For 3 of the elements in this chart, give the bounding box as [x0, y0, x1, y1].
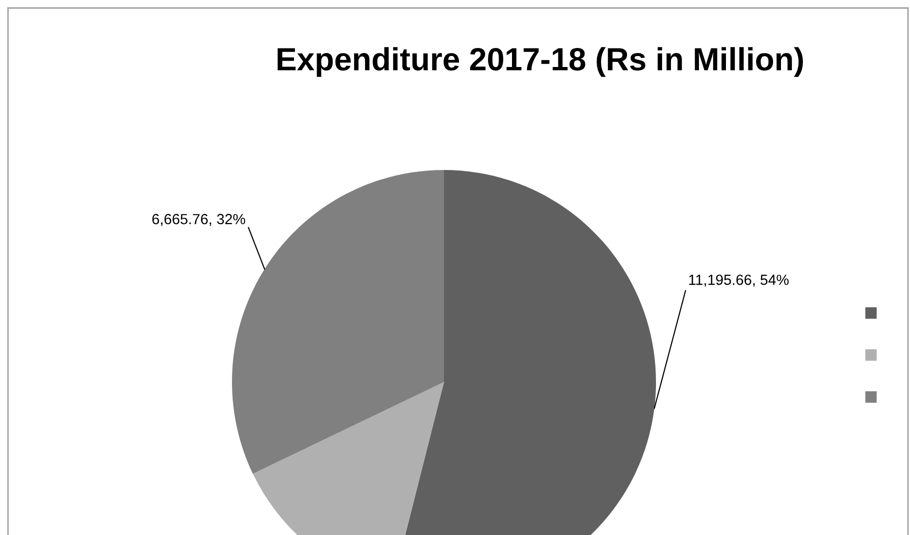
data-label: 11,195.66, 54% — [689, 274, 789, 287]
chart-title: Expenditure 2017-18 (Rs in Million) — [278, 47, 803, 77]
data-label: 6,665.76, 32% — [152, 214, 246, 226]
